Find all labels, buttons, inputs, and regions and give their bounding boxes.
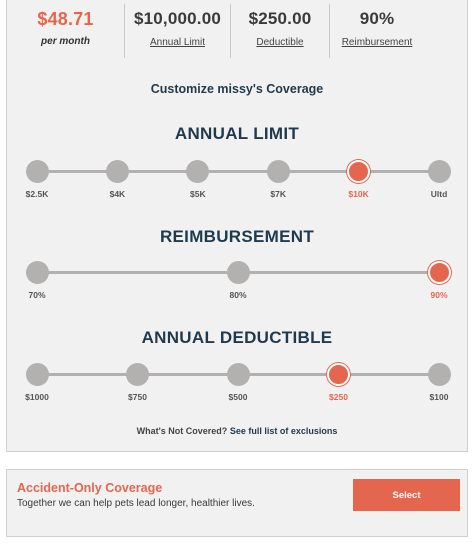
slider-stop[interactable] (427, 261, 451, 284)
not-covered-question: What's Not Covered? (136, 426, 228, 436)
slider-stop-label: 70% (28, 290, 46, 300)
annual-limit-summary: $10,000.00 Annual Limit (125, 0, 230, 60)
annual-limit-link[interactable]: Annual Limit (149, 37, 206, 48)
slider-stop[interactable] (105, 160, 129, 183)
slider-stop-label: $250 (329, 392, 348, 402)
annual-deductible-slider[interactable]: $1000 $750 $500 $250 $100 (7, 363, 469, 403)
slider-stop-label: 90% (430, 290, 448, 300)
summary-divider (230, 4, 231, 58)
slider-stop-label: $100 (429, 392, 449, 402)
slider-stop[interactable] (327, 363, 350, 386)
slider-stop-label: $5K (190, 189, 206, 199)
slider-stop-label: $500 (228, 392, 248, 402)
accident-only-card: Accident-Only Coverage Together we can h… (6, 469, 468, 537)
slider-stop-label: $7K (270, 189, 286, 199)
deductible-summary: $250.00 Deductible (231, 0, 329, 60)
coverage-card: $48.71 per month $10,000.00 Annual Limit… (6, 0, 468, 452)
reimbursement-summary: 90% Reimbursement (330, 0, 424, 60)
annual-limit-slider[interactable]: $2.5K $4K $5K $7K $10K Ultd (7, 160, 469, 200)
slider-stop-label: $1000 (25, 392, 49, 402)
accident-only-title: Accident-Only Coverage (17, 481, 163, 495)
select-button[interactable]: Select (353, 479, 460, 511)
monthly-price: $48.71 (37, 9, 94, 29)
slider-stop[interactable] (226, 363, 250, 386)
slider-track (37, 170, 439, 173)
annual-limit-value: $10,000.00 (133, 9, 222, 28)
deductible-value: $250.00 (248, 9, 312, 28)
reimbursement-title: REIMBURSEMENT (159, 227, 315, 246)
slider-stop[interactable] (25, 160, 49, 183)
summary-divider (124, 4, 125, 58)
slider-stop[interactable] (427, 160, 451, 183)
exclusions-link[interactable]: See full list of exclusions (229, 426, 338, 436)
deductible-link[interactable]: Deductible (256, 37, 304, 48)
accident-only-subtitle: Together we can help pets lead longer, h… (17, 498, 255, 509)
slider-stop-label: Ultd (430, 189, 448, 199)
reimbursement-link[interactable]: Reimbursement (341, 37, 413, 48)
coverage-summary: $48.71 per month $10,000.00 Annual Limit… (7, 0, 469, 62)
price-summary: $48.71 per month (7, 0, 124, 60)
slider-stop-label: $2.5K (25, 189, 49, 199)
customize-title: Customize missy's Coverage (150, 82, 324, 96)
slider-stop-label: $4K (109, 189, 126, 199)
reimbursement-value: 90% (359, 9, 395, 28)
slider-stop[interactable] (25, 261, 49, 284)
slider-stop-label: 80% (229, 290, 247, 300)
price-period-label: per month (41, 36, 90, 47)
reimbursement-slider[interactable]: 70% 80% 90% (7, 261, 469, 301)
slider-stop[interactable] (347, 160, 371, 183)
slider-stop[interactable] (126, 363, 149, 386)
annual-deductible-title: ANNUAL DEDUCTIBLE (141, 328, 333, 347)
annual-limit-title: ANNUAL LIMIT (174, 124, 300, 143)
not-covered-line: What's Not Covered? See full list of exc… (7, 426, 467, 436)
slider-stop-label: $10K (348, 189, 369, 199)
slider-stop[interactable] (186, 160, 210, 183)
slider-stop[interactable] (427, 363, 451, 386)
slider-stop-label: $750 (128, 392, 147, 402)
slider-stop[interactable] (226, 261, 250, 284)
slider-stop[interactable] (266, 160, 290, 183)
slider-stop[interactable] (25, 363, 49, 386)
summary-divider (329, 4, 330, 58)
